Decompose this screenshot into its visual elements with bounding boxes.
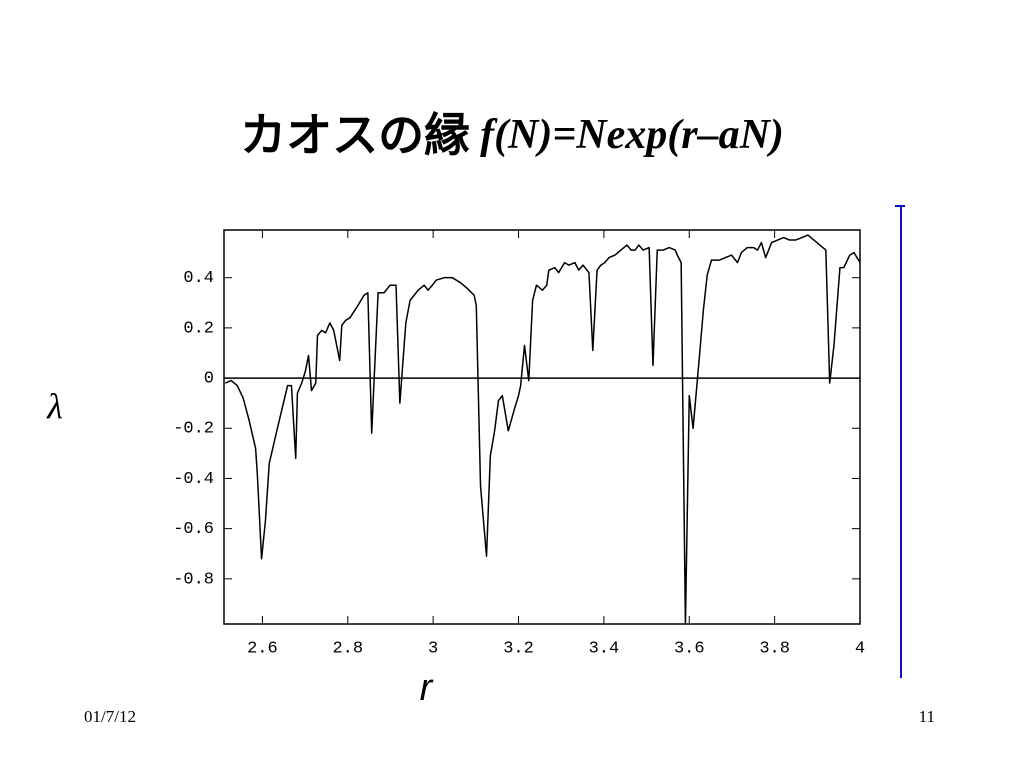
y-tick-label: 0.2 bbox=[183, 319, 214, 338]
y-tick-label: 0.4 bbox=[183, 269, 214, 288]
formula: f(N)=Nexp(r–aN) bbox=[480, 112, 784, 158]
y-tick-label: -0.2 bbox=[173, 420, 214, 439]
y-tick-label: -0.6 bbox=[173, 520, 214, 539]
slide-title: カオスの縁 f(N)=Nexp(r–aN) bbox=[240, 108, 784, 162]
x-tick-label: 2.6 bbox=[247, 639, 278, 658]
x-tick-label: 3.8 bbox=[759, 639, 790, 658]
x-tick-label: 3.6 bbox=[674, 639, 705, 658]
data-line bbox=[224, 234, 861, 625]
title-text: カオスの縁 bbox=[240, 108, 470, 162]
x-tick-label: 3 bbox=[428, 639, 438, 658]
x-axis-label: r bbox=[420, 667, 434, 709]
x-tick-label: 2.8 bbox=[332, 639, 363, 658]
x-tick-label: 4 bbox=[855, 639, 865, 658]
y-tick-label: 0 bbox=[204, 370, 214, 389]
footer-page: 11 bbox=[919, 707, 935, 726]
y-tick-label: -0.8 bbox=[173, 570, 214, 589]
y-axis-label: λ bbox=[46, 386, 63, 426]
plot-frame bbox=[223, 229, 861, 625]
x-tick-label: 3.2 bbox=[503, 639, 534, 658]
x-tick-label: 3.4 bbox=[589, 639, 620, 658]
y-tick-label: -0.4 bbox=[173, 470, 214, 489]
footer-date: 01/7/12 bbox=[84, 707, 136, 726]
